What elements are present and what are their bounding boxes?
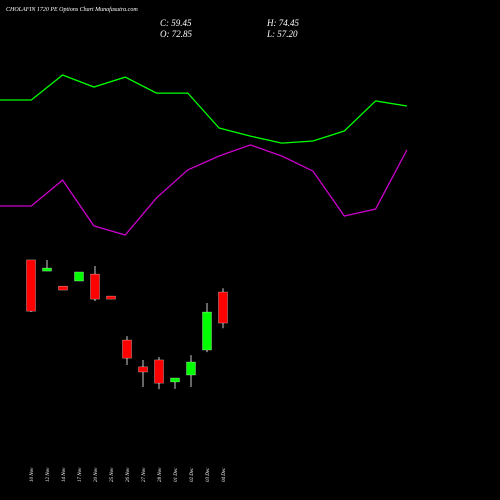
open-label: O: 72.85 [160,29,192,39]
high-label: H: 74.45 [266,18,299,28]
candle-body [74,271,84,282]
x-tick-label: 04 Dec [222,467,227,482]
indicator-line [0,74,408,144]
x-tick-label: 03 Dec [206,467,211,482]
x-tick-label: 01 Dec [174,467,179,482]
indicator-line [0,144,408,236]
x-tick-label: 27 Nov [142,467,147,482]
x-tick-label: 12 Nov [46,467,51,482]
x-tick-label: 28 Nov [158,467,163,482]
x-tick-label: 14 Nov [62,467,67,482]
candle-body [106,295,116,300]
candle-body [26,259,36,312]
candle-body [154,359,164,384]
candle-body [122,339,132,359]
x-tick-label: 02 Dec [190,467,195,482]
candle-body [186,361,196,376]
candle-body [138,366,148,373]
candle-body [202,311,212,351]
x-tick-label: 20 Nov [94,467,99,482]
candle-body [218,291,228,324]
candle-body [90,273,100,300]
x-tick-label: 17 Nov [78,467,83,482]
x-tick-label: 25 Nov [110,467,115,482]
chart-title: CHOLAFIN 1720 PE Options Chart Munafasut… [6,6,138,13]
candle-body [42,267,52,272]
x-tick-label: 10 Nov [30,467,35,482]
close-label: C: 59.45 [160,18,192,28]
candle-body [58,285,68,291]
candle-body [170,377,180,383]
x-tick-label: 26 Nov [126,467,131,482]
low-label: L: 57.20 [266,29,298,39]
